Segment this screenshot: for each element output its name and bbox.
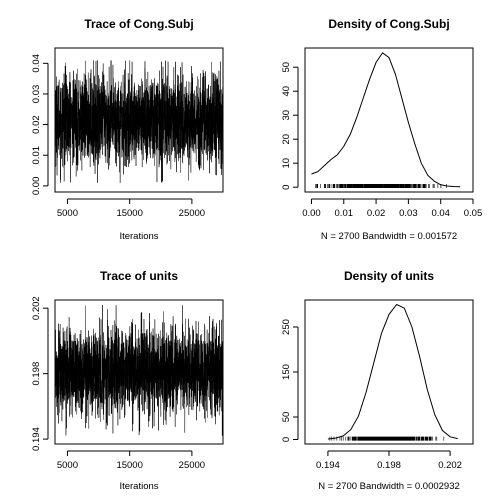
y-tick-label: 0 [281,437,292,442]
chart-title: Trace of Cong.Subj [84,17,193,31]
trace-series-line [54,60,224,183]
x-tick-label: 25000 [179,208,205,219]
plot-area: 0.00 0.01 0.02 0.03 0.04 0.05 0 10 20 30 40 50 [281,47,483,219]
y-tick-label: 0.00 [31,177,42,196]
rug-marks [329,436,445,441]
x-tick-label: 15000 [116,208,142,219]
y-tick-label: 10 [281,158,292,169]
chart-title: Density of Cong.Subj [328,17,449,31]
x-axis-label: N = 2700 Bandwidth = 0.001572 [321,231,457,242]
plot-area: 5000 15000 25000 0.00 0.01 0.02 0.03 0.04 [31,47,224,219]
y-tick-label: 0.03 [31,85,42,104]
trace-series-line [54,305,224,436]
y-tick-label: 0.04 [31,54,42,73]
y-tick-label: 40 [281,86,292,97]
x-tick-label: 0.05 [464,208,483,219]
x-tick-label: 0.00 [302,208,321,219]
x-tick-label: 0.198 [377,460,401,471]
x-tick-label: 0.194 [316,460,340,471]
panel-density-units: Density of units N = 2700 Bandwidth = 0.… [281,269,474,492]
y-tick-label: 250 [281,319,292,335]
y-tick-label: 0.198 [31,362,42,386]
plot-frame [304,47,474,193]
density-curve [311,52,461,188]
x-tick-label: 0.01 [335,208,354,219]
plot-area: 0.194 0.198 0.202 0 50 150 250 [281,299,474,471]
rug-marks [315,184,447,188]
x-tick-label: 0.03 [399,208,418,219]
x-tick-label: 0.202 [438,460,462,471]
y-tick-label: 0 [281,185,292,190]
y-tick-label: 20 [281,134,292,145]
x-tick-label: 0.02 [367,208,386,219]
panel-trace-units: Trace of units Iterations 5000 15000 25000… [31,269,224,492]
x-axis-label: Iterations [119,481,158,492]
x-tick-label: 5000 [57,460,78,471]
x-tick-label: 0.04 [431,208,450,219]
x-axis-label: Iterations [119,231,158,242]
y-tick-label: 0.194 [31,427,42,451]
x-tick-label: 15000 [116,460,142,471]
x-axis-label: N = 2700 Bandwidth = 0.0002932 [318,481,460,492]
panel-density-congsubj: Density of Cong.Subj N = 2700 Bandwidth … [281,17,482,242]
plot-frame [304,299,474,445]
panel-trace-congsubj: Trace of Cong.Subj Iterations 5000 15000 2… [31,17,224,242]
plot-area: 5000 15000 25000 0.194 0.198 0.202 [31,296,224,471]
y-tick-label: 0.01 [31,146,42,165]
x-tick-label: 25000 [179,460,205,471]
y-tick-label: 0.202 [31,296,42,320]
density-curve [327,303,458,440]
y-tick-label: 50 [281,62,292,73]
y-tick-label: 30 [281,110,292,121]
y-tick-label: 0.02 [31,115,42,133]
chart-title: Density of units [344,269,434,283]
y-tick-label: 150 [281,364,292,380]
y-tick-label: 50 [281,412,292,423]
x-tick-label: 5000 [57,208,78,219]
chart-title: Trace of units [100,269,178,283]
